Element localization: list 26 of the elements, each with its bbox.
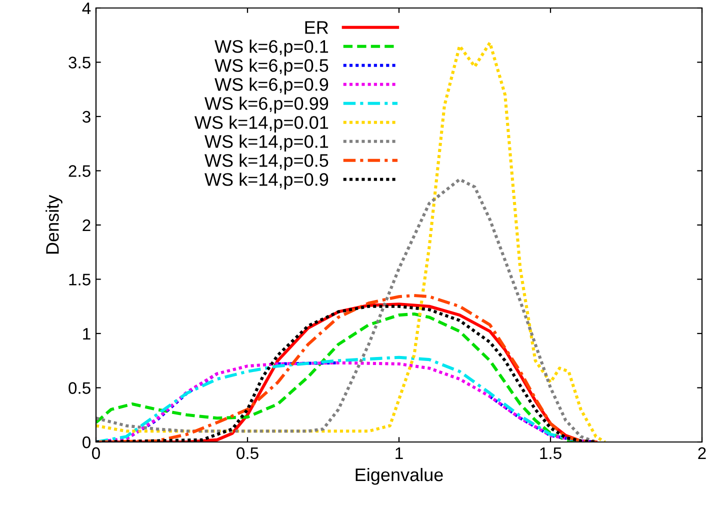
- x-tick-label: 2: [698, 447, 706, 459]
- x-axis-title: Eigenvalue: [356, 468, 443, 485]
- y-tick-label: 3.5: [68, 56, 90, 68]
- y-tick-label: 4: [82, 2, 91, 14]
- legend-label: WS k=6,p=0.9: [214, 78, 328, 94]
- y-tick-label: 2.5: [68, 165, 90, 177]
- x-tick-label: 1: [396, 447, 403, 459]
- legend-label: WS k=14,p=0.01: [194, 116, 328, 132]
- legend-label: WS k=14,p=0.1: [204, 134, 328, 152]
- y-tick-label: 2: [82, 219, 90, 232]
- y-tick-label: 3: [82, 110, 90, 123]
- y-tick-label: 1.5: [69, 274, 90, 286]
- legend-label: WS k=6,p=0.5: [214, 58, 328, 76]
- x-tick-label: 0.5: [236, 447, 258, 460]
- y-axis-title: Density: [46, 194, 62, 254]
- y-tick-label: 0.5: [68, 382, 90, 394]
- legend-label: WS k=14,p=0.5: [204, 154, 328, 170]
- line-series: [96, 41, 607, 442]
- legend-label: ER: [305, 21, 328, 34]
- legend-label: WS k=6,p=0.99: [204, 96, 328, 114]
- y-tick-label: 0: [82, 436, 90, 448]
- legend-label: WS k=14,p=0.9: [204, 172, 328, 190]
- y-tick-label: 1: [83, 328, 90, 340]
- x-tick-label: 0: [92, 447, 100, 460]
- x-tick-label: 1.5: [540, 447, 562, 460]
- legend-label: WS k=6,p=0.1: [214, 40, 328, 56]
